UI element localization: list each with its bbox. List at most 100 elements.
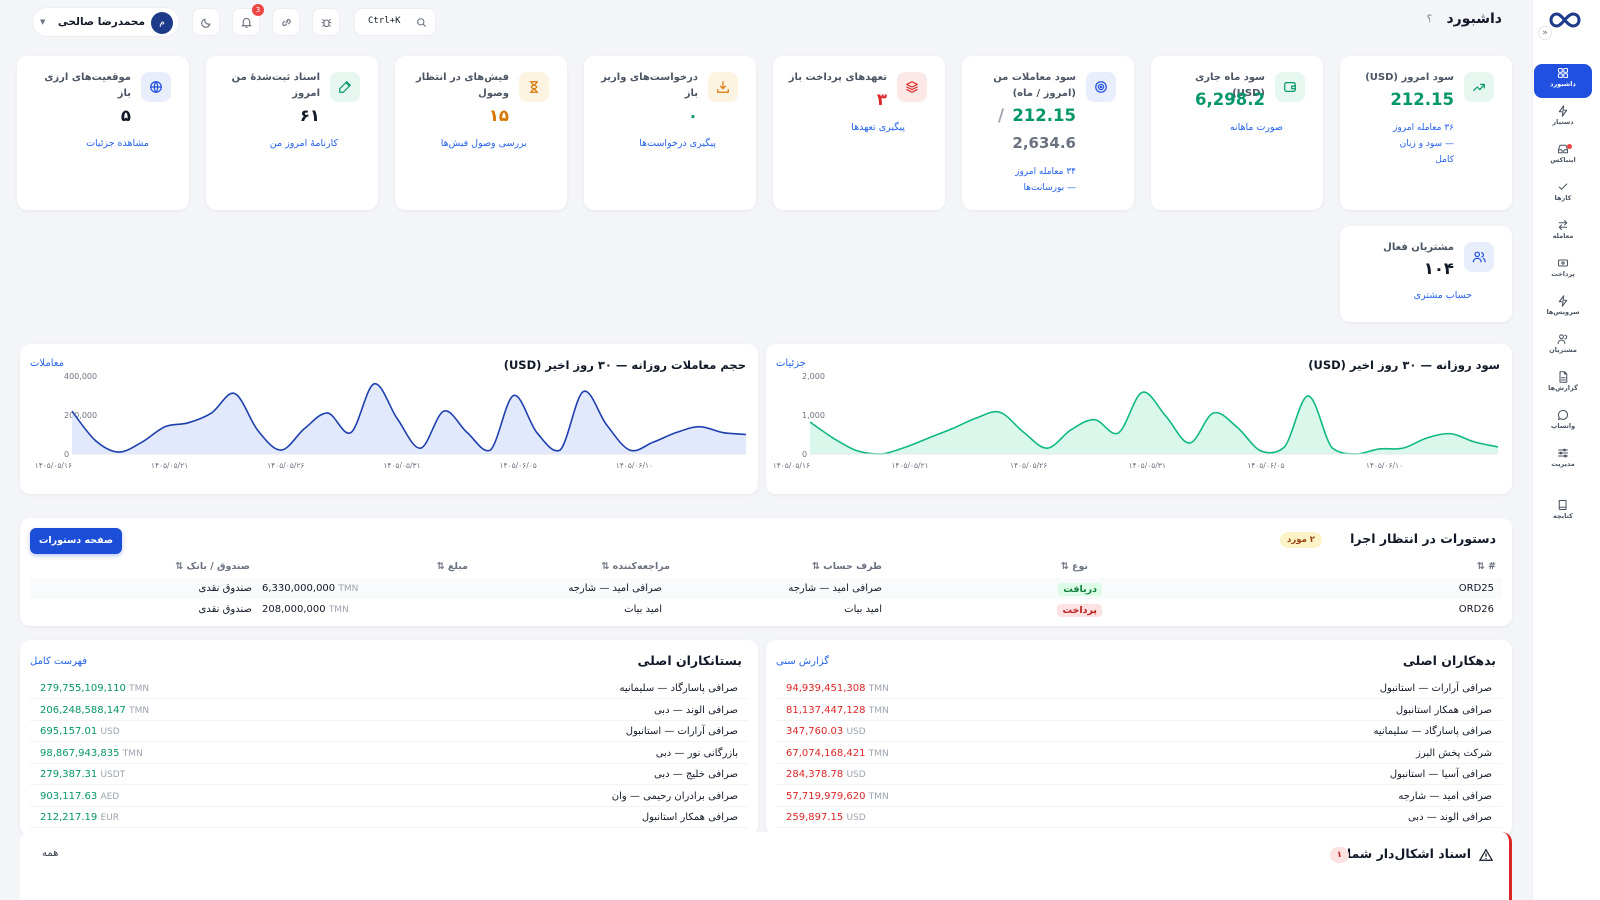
table-row[interactable]: ORD26 پرداخت امید بیات امید بیات صندوق نقدی 2… (30, 599, 1502, 620)
column-header-referrer[interactable]: مراجعه‌کننده ⇅ (601, 561, 670, 572)
column-header-type[interactable]: نوع ⇅ (1060, 561, 1088, 572)
balance-amount: 284,378.78 (786, 769, 844, 780)
pending-orders-card: دستورات در انتظار اجرا ۲ مورد صفحه دستور… (20, 518, 1512, 626)
column-header-party[interactable]: طرف حساب ⇅ (811, 561, 882, 572)
kpi-title: موقعیت‌های ارزی باز (44, 72, 131, 99)
column-header-id[interactable]: # ⇅ (1476, 561, 1496, 572)
balance: 206,248,588,147 TMN (40, 705, 149, 716)
list-item[interactable]: صرافی پاسارگاد — سلیمانیه 279,755,109,110… (30, 678, 748, 699)
bolt-icon (1558, 105, 1568, 117)
view-all-link[interactable]: همه (42, 848, 59, 859)
column-header-fund[interactable]: صندوق / بانک ⇅ (175, 561, 250, 572)
amount-value: 6,330,000,000 (262, 583, 336, 594)
kpi-link[interactable]: پیگیری درخواست‌ها (639, 138, 716, 149)
download-icon (717, 81, 729, 93)
sidebar-item-6[interactable]: سرویس‌ها (1534, 292, 1592, 326)
cell-id: ORD26 (1458, 604, 1494, 615)
balance: 67,074,168,421 TMN (786, 748, 889, 759)
full-list-link[interactable]: فهرست کامل (30, 656, 88, 667)
sidebar-item-9[interactable]: واتساپ (1534, 406, 1592, 440)
x-tick-label: ۱۴۰۵/۰۶/۰۵ (1247, 461, 1284, 470)
kpi-link[interactable]: صورت ماهانه (1229, 122, 1283, 133)
kpi-title: اسناد ثبت‌شدهٔ من امروز (231, 72, 320, 99)
series-area (810, 392, 1498, 454)
orders-page-button[interactable]: صفحه دستورات (30, 528, 122, 554)
list-item[interactable]: صرافی پاسارگاد — سلیمانیه 347,760.03 USD (776, 721, 1502, 742)
kpi-icon-wrap (1086, 72, 1116, 102)
users-icon (1464, 242, 1494, 272)
y-tick-label: 0 (802, 450, 807, 459)
list-item[interactable]: صرافی برادران رحیمی — وان 903,117.63 AED (30, 786, 748, 807)
kpi-link[interactable]: پیگیری تعهدها (851, 122, 905, 133)
pending-count-badge: ۲ مورد (1279, 532, 1322, 548)
list-item[interactable]: صرافی امید — شارجه 57,719,979,620 TMN (776, 786, 1502, 807)
list-item[interactable]: صرافی همکار استانبول 81,137,447,128 TMN (776, 700, 1502, 721)
sidebar-item-0[interactable]: داشبورد (1534, 64, 1592, 98)
chart-details-link[interactable]: جزئیات (776, 358, 806, 369)
cell-party: صرافی امید — شارجه (788, 583, 882, 594)
theme-toggle-button[interactable] (192, 8, 220, 36)
kpi-subtext[interactable]: ۳۴ معامله امروز — بورسانت‌ها (1015, 167, 1076, 193)
kpi-subtext[interactable]: ۳۶ معامله امروز — سود و زیان کامل (1393, 123, 1454, 165)
volume-chart-plot: 400,000 200,000 0 ۱۴۰۵/۰۵/۱۶ ۱۴۰۵/۰۵/۲۱ ۱۴۰۵/… (35, 372, 747, 470)
daily-profit-chart: سود روزانه — ۳۰ روز اخیر (USD) جزئیات 2,… (766, 344, 1512, 494)
balance-currency: TMN (868, 791, 889, 802)
party-name: صرافی آرارات — استانبول (1379, 683, 1492, 694)
kpi-icon-wrap (708, 72, 738, 102)
kpi-card-0: سود امروز (USD) 212.15 ۳۶ معامله امروز — س… (1340, 56, 1512, 210)
notifications-button[interactable]: 3 (232, 4, 264, 36)
list-item[interactable]: صرافی خلیج — دبی 279,387.31 USDT (30, 764, 748, 785)
party-name: صرافی الوند — دبی (1407, 812, 1492, 823)
list-item[interactable]: بازرگانی نور — دبی 98,867,943,835 TMN (30, 743, 748, 764)
sidebar-item-1[interactable]: دستیار (1534, 102, 1592, 136)
sidebar-item-5[interactable]: پرداخت (1534, 254, 1592, 288)
user-menu[interactable]: م محمدرضا صالحی ▼ (32, 7, 180, 37)
link-button[interactable] (272, 8, 300, 36)
sidebar-item-8[interactable]: گزارش‌ها (1534, 368, 1592, 402)
sidebar-item-2[interactable]: اینباکس (1534, 140, 1592, 174)
cell-amount: 6,330,000,000 TMN (262, 583, 358, 594)
sidebar-item-label: مدیریت (1551, 460, 1575, 468)
table-row[interactable]: ORD25 دریافت صرافی امید — شارجه صرافی امید … (30, 578, 1502, 599)
sidebar-item-label: داشبورد (1550, 80, 1576, 88)
balance-amount: 903,117.63 (40, 790, 98, 802)
column-header-amount[interactable]: مبلغ ⇅ (436, 561, 468, 572)
card-icon (1557, 259, 1569, 267)
page-title: داشبورد (1446, 11, 1503, 27)
kpi-card-7: موقعیت‌های ارزی باز ۵ مشاهده جزئیات (17, 56, 189, 210)
kpi-icon-wrap (519, 72, 549, 102)
creditors-title: بستانکاران اصلی (637, 653, 742, 668)
sidebar-item-7[interactable]: مشتریان (1534, 330, 1592, 364)
list-item[interactable]: صرافی آسیا — استانبول 284,378.78 USD (776, 764, 1502, 785)
balance-amount: 279,387.31 (40, 769, 98, 780)
sidebar-item-3[interactable]: کارها (1534, 178, 1592, 212)
sidebar-item-11[interactable]: کتابچه (1534, 496, 1592, 530)
sidebar-collapse-button[interactable]: « (1538, 26, 1552, 40)
kpi-value: 212.15 (1390, 90, 1454, 109)
kpi-title: فیش‌های در انتظار وصول (416, 72, 509, 99)
list-item[interactable]: صرافی همکار استانبول 212,217.19 EUR (30, 807, 748, 828)
search-shortcut: Ctrl+K (368, 16, 401, 26)
list-item[interactable]: شرکت پخش البرز 67,074,168,421 TMN (776, 743, 1502, 764)
kpi-link[interactable]: کارنامهٔ امروز من (269, 138, 338, 149)
bell-icon (241, 17, 252, 28)
x-tick-label: ۱۴۰۵/۰۵/۳۱ (1129, 461, 1166, 470)
balance-currency: USD (846, 770, 866, 780)
sidebar-item-4[interactable]: معامله (1534, 216, 1592, 250)
kpi-link[interactable]: مشاهده جزئیات (86, 138, 149, 149)
search-button[interactable]: Ctrl+K (354, 8, 436, 36)
sidebar-item-10[interactable]: مدیریت (1534, 444, 1592, 478)
list-item[interactable]: صرافی الوند — دبی 206,248,588,147 TMN (30, 700, 748, 721)
list-item[interactable]: صرافی آرارات — استانبول 695,157.01 USD (30, 721, 748, 742)
x-tick-label: ۱۴۰۵/۰۶/۱۰ (616, 461, 653, 470)
balance: 212,217.19 EUR (40, 812, 119, 823)
kpi-link[interactable]: بررسی وصول فیش‌ها (440, 138, 527, 149)
customer-accounts-link[interactable]: حساب مشتری (1413, 290, 1472, 301)
kpi-title: سود معاملات من (امروز / ماه) (993, 72, 1076, 99)
chart-deals-link[interactable]: معاملات (30, 358, 64, 369)
debug-button[interactable] (312, 8, 340, 36)
list-item[interactable]: صرافی الوند — دبی 259,897.15 USD (776, 807, 1502, 828)
aging-report-link[interactable]: گزارش سنی (776, 656, 830, 667)
list-item[interactable]: صرافی آرارات — استانبول 94,939,451,308 TM… (776, 678, 1502, 699)
help-icon[interactable]: ؟ (1426, 14, 1432, 25)
